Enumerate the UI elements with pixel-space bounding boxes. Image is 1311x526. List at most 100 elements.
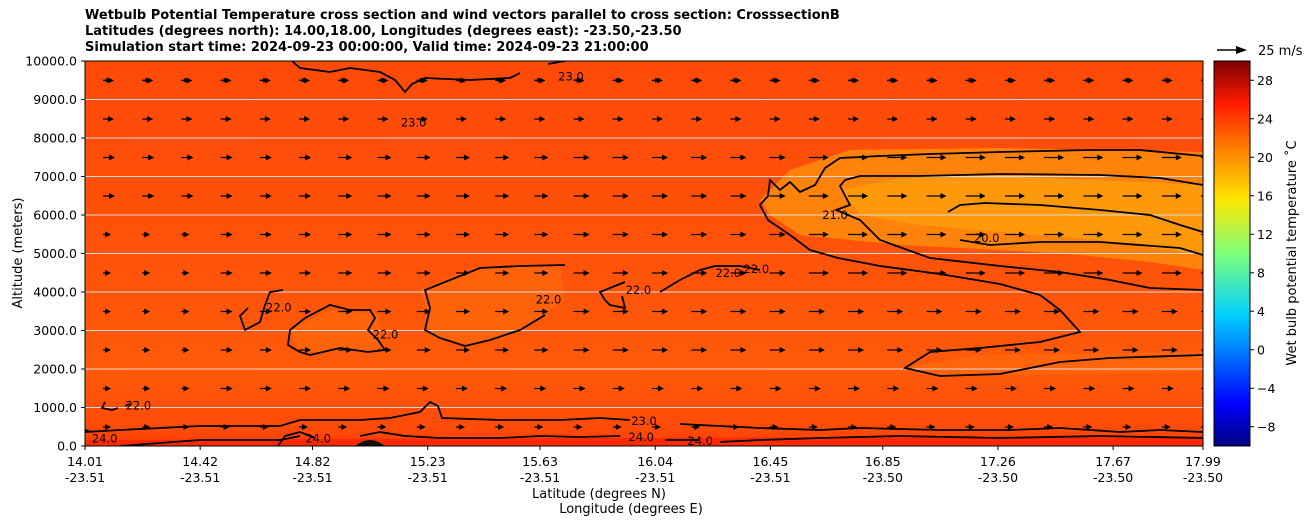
wind-vector-head [503,154,510,161]
wind-vector-head [1171,347,1178,353]
wind-vector-head [262,77,268,83]
wind-vector-head [578,116,585,122]
y-tick-label: 1000.0 [33,400,77,415]
wind-vector-head [617,77,624,84]
wind-vector-head [735,116,742,122]
wind-vector-head [701,347,708,353]
wind-vector-head [1136,270,1143,276]
wind-vector-head [1088,116,1095,122]
wind-vector-head [187,193,194,199]
wind-vector-head [813,77,820,84]
wind-vector-head [424,193,431,199]
wind-vector-head [622,270,629,276]
wind-vector-head [265,193,272,199]
colorbar-tick-label: 8 [1257,265,1265,280]
wind-vector-head [1086,77,1092,83]
contour-label: 24.0 [305,431,331,445]
wind-vector-head [183,270,190,276]
x-tick-label-lat: 15.23 [410,454,446,469]
wind-vector-head [184,77,190,83]
contour-label: 23.0 [631,414,657,428]
wind-vector-head [929,77,935,83]
wind-vector-head [701,154,708,161]
chart-title-line-3: Simulation start time: 2024-09-23 00:00:… [85,40,649,55]
colorbar-tick-label: 0 [1257,342,1265,357]
wind-vector-head [1018,270,1025,276]
x-tick-label-lon: -23.51 [408,470,448,485]
wind-vector-head [822,193,829,199]
wind-vector-head [1125,77,1131,83]
wind-vector-head [463,193,470,199]
wind-vector-head [265,347,272,353]
wind-vector-head [183,385,190,392]
wind-vector-head [583,347,590,353]
x-tick-label-lat: 16.04 [637,454,673,469]
wind-vector-head [1136,231,1143,238]
wind-vector-head [226,385,233,392]
wind-vector-head [822,154,829,161]
wind-vector-head [264,77,271,84]
wind-vector-head [385,154,392,161]
wind-vector-head [975,308,982,315]
wind-vector-head [814,385,821,392]
x-tick-label-lon: -23.50 [978,470,1018,485]
wind-vector-head [461,385,468,392]
wind-vector-head [1049,116,1056,122]
wind-vector-head [503,193,510,199]
wind-vector-head [701,308,708,315]
wind-vector-head [302,424,309,430]
wind-vector-head [901,270,908,276]
wind-vector-head [779,231,786,238]
wind-vector-head [1127,77,1134,84]
wind-vector-head [424,270,431,276]
wind-vector-head [1136,154,1143,161]
wind-vector-head [542,193,549,199]
wind-vector-head [383,385,390,392]
x-tick-label-lon: -23.50 [863,470,903,485]
wind-vector-head [226,347,233,353]
wind-vector-head [503,308,510,315]
wind-vector-head [853,77,860,84]
wind-vector-head [109,193,115,199]
wind-vector-head [1058,231,1065,238]
wind-vector-head [305,193,312,199]
wind-vector-head [1136,193,1143,199]
wind-vector-head [1009,116,1016,122]
wind-vector-head [971,385,978,392]
wind-vector-head [858,347,865,353]
wind-vector-head [145,77,151,83]
wind-vector-head [979,193,986,199]
wind-vector-head [931,116,938,122]
wind-vector-head [1128,385,1135,392]
wind-vector-head [503,270,510,276]
x-tick-label-lat: 17.99 [1185,454,1221,469]
wind-vector-head [226,270,233,276]
wind-vector-head [385,347,392,353]
wind-vector-head [818,308,825,315]
colorbar-tick-label: 12 [1257,227,1273,242]
wind-vector-head [775,385,782,392]
y-axis-ticks: 0.0 1000.0 2000.0 3000.0 4000.0 5000.0 6000.0 7… [25,54,85,454]
wind-vector-head [901,154,908,161]
wind-vector-head [936,308,943,315]
wind-vector-head [697,385,704,392]
wind-vector-head [106,77,111,83]
contour-20 [947,202,1203,256]
wind-vector-head [305,347,312,353]
wind-vector-head [779,347,786,353]
colorbar-tick-label: 24 [1257,111,1273,126]
x-tick-label-lon: -23.50 [1183,470,1223,485]
x-tick-label-lon: -23.51 [65,470,105,485]
wind-vector-head [105,385,111,392]
wind-vector-head [1132,308,1139,315]
wind-vector-head [701,270,708,276]
colorbar-tick-label: 20 [1257,150,1273,165]
quiver-key-label: 25 m/s [1258,44,1303,59]
wind-vector-head [385,231,392,238]
wind-vector-head [108,116,114,122]
wind-vector-head [893,385,900,392]
wind-vector-head [147,77,154,84]
wind-vector-head [1054,347,1061,353]
x-tick-label-lat: 16.85 [865,454,901,469]
wind-vector-head [940,231,947,238]
